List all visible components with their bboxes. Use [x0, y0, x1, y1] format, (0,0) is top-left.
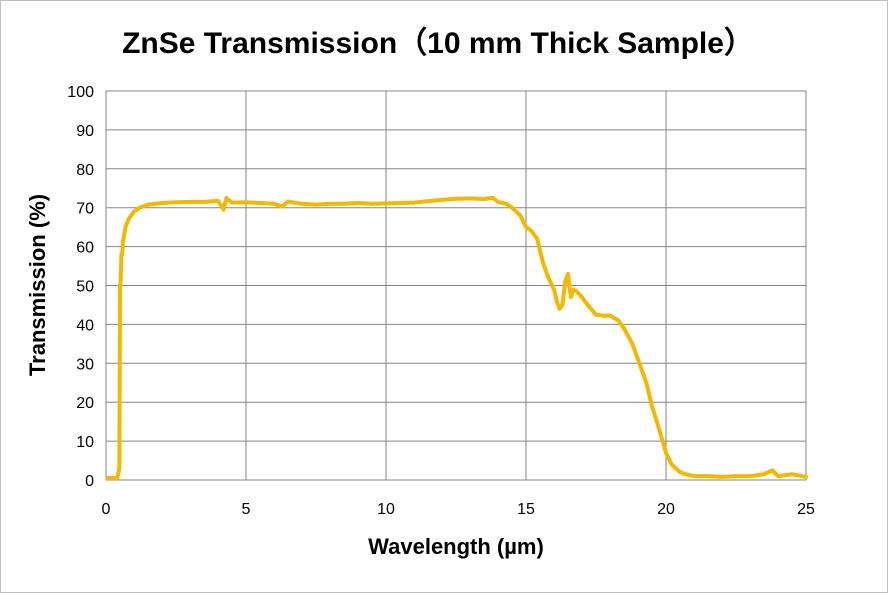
x-tick-label: 0	[102, 501, 111, 518]
y-tick-label: 50	[76, 279, 94, 296]
grid	[105, 90, 807, 481]
y-tick-label: 60	[76, 240, 94, 257]
y-tick-label: 40	[76, 317, 94, 334]
y-axis-ticks: 0 10 20 30 40 50 60 70 80 90 100	[67, 84, 94, 490]
x-tick-label: 5	[242, 501, 251, 518]
x-tick-label: 25	[797, 501, 815, 518]
series-line-transmission	[105, 195, 808, 481]
y-tick-label: 90	[76, 123, 94, 140]
x-axis-ticks: 0 5 10 15 20 25	[102, 501, 815, 518]
plot-area	[105, 90, 807, 481]
y-tick-label: 100	[67, 84, 94, 101]
y-axis-title: Transmission (%)	[25, 194, 50, 376]
y-tick-label: 10	[76, 434, 94, 451]
y-tick-label: 30	[76, 356, 94, 373]
x-tick-label: 15	[517, 501, 535, 518]
x-axis-title: Wavelength (µm)	[368, 534, 544, 559]
x-tick-label: 10	[377, 501, 395, 518]
y-tick-label: 20	[76, 395, 94, 412]
y-tick-label: 80	[76, 162, 94, 179]
y-tick-label: 70	[76, 201, 94, 218]
chart-title: ZnSe Transmission（10 mm Thick Sample）	[122, 26, 754, 60]
x-tick-label: 20	[657, 501, 675, 518]
y-tick-label: 0	[85, 473, 94, 490]
